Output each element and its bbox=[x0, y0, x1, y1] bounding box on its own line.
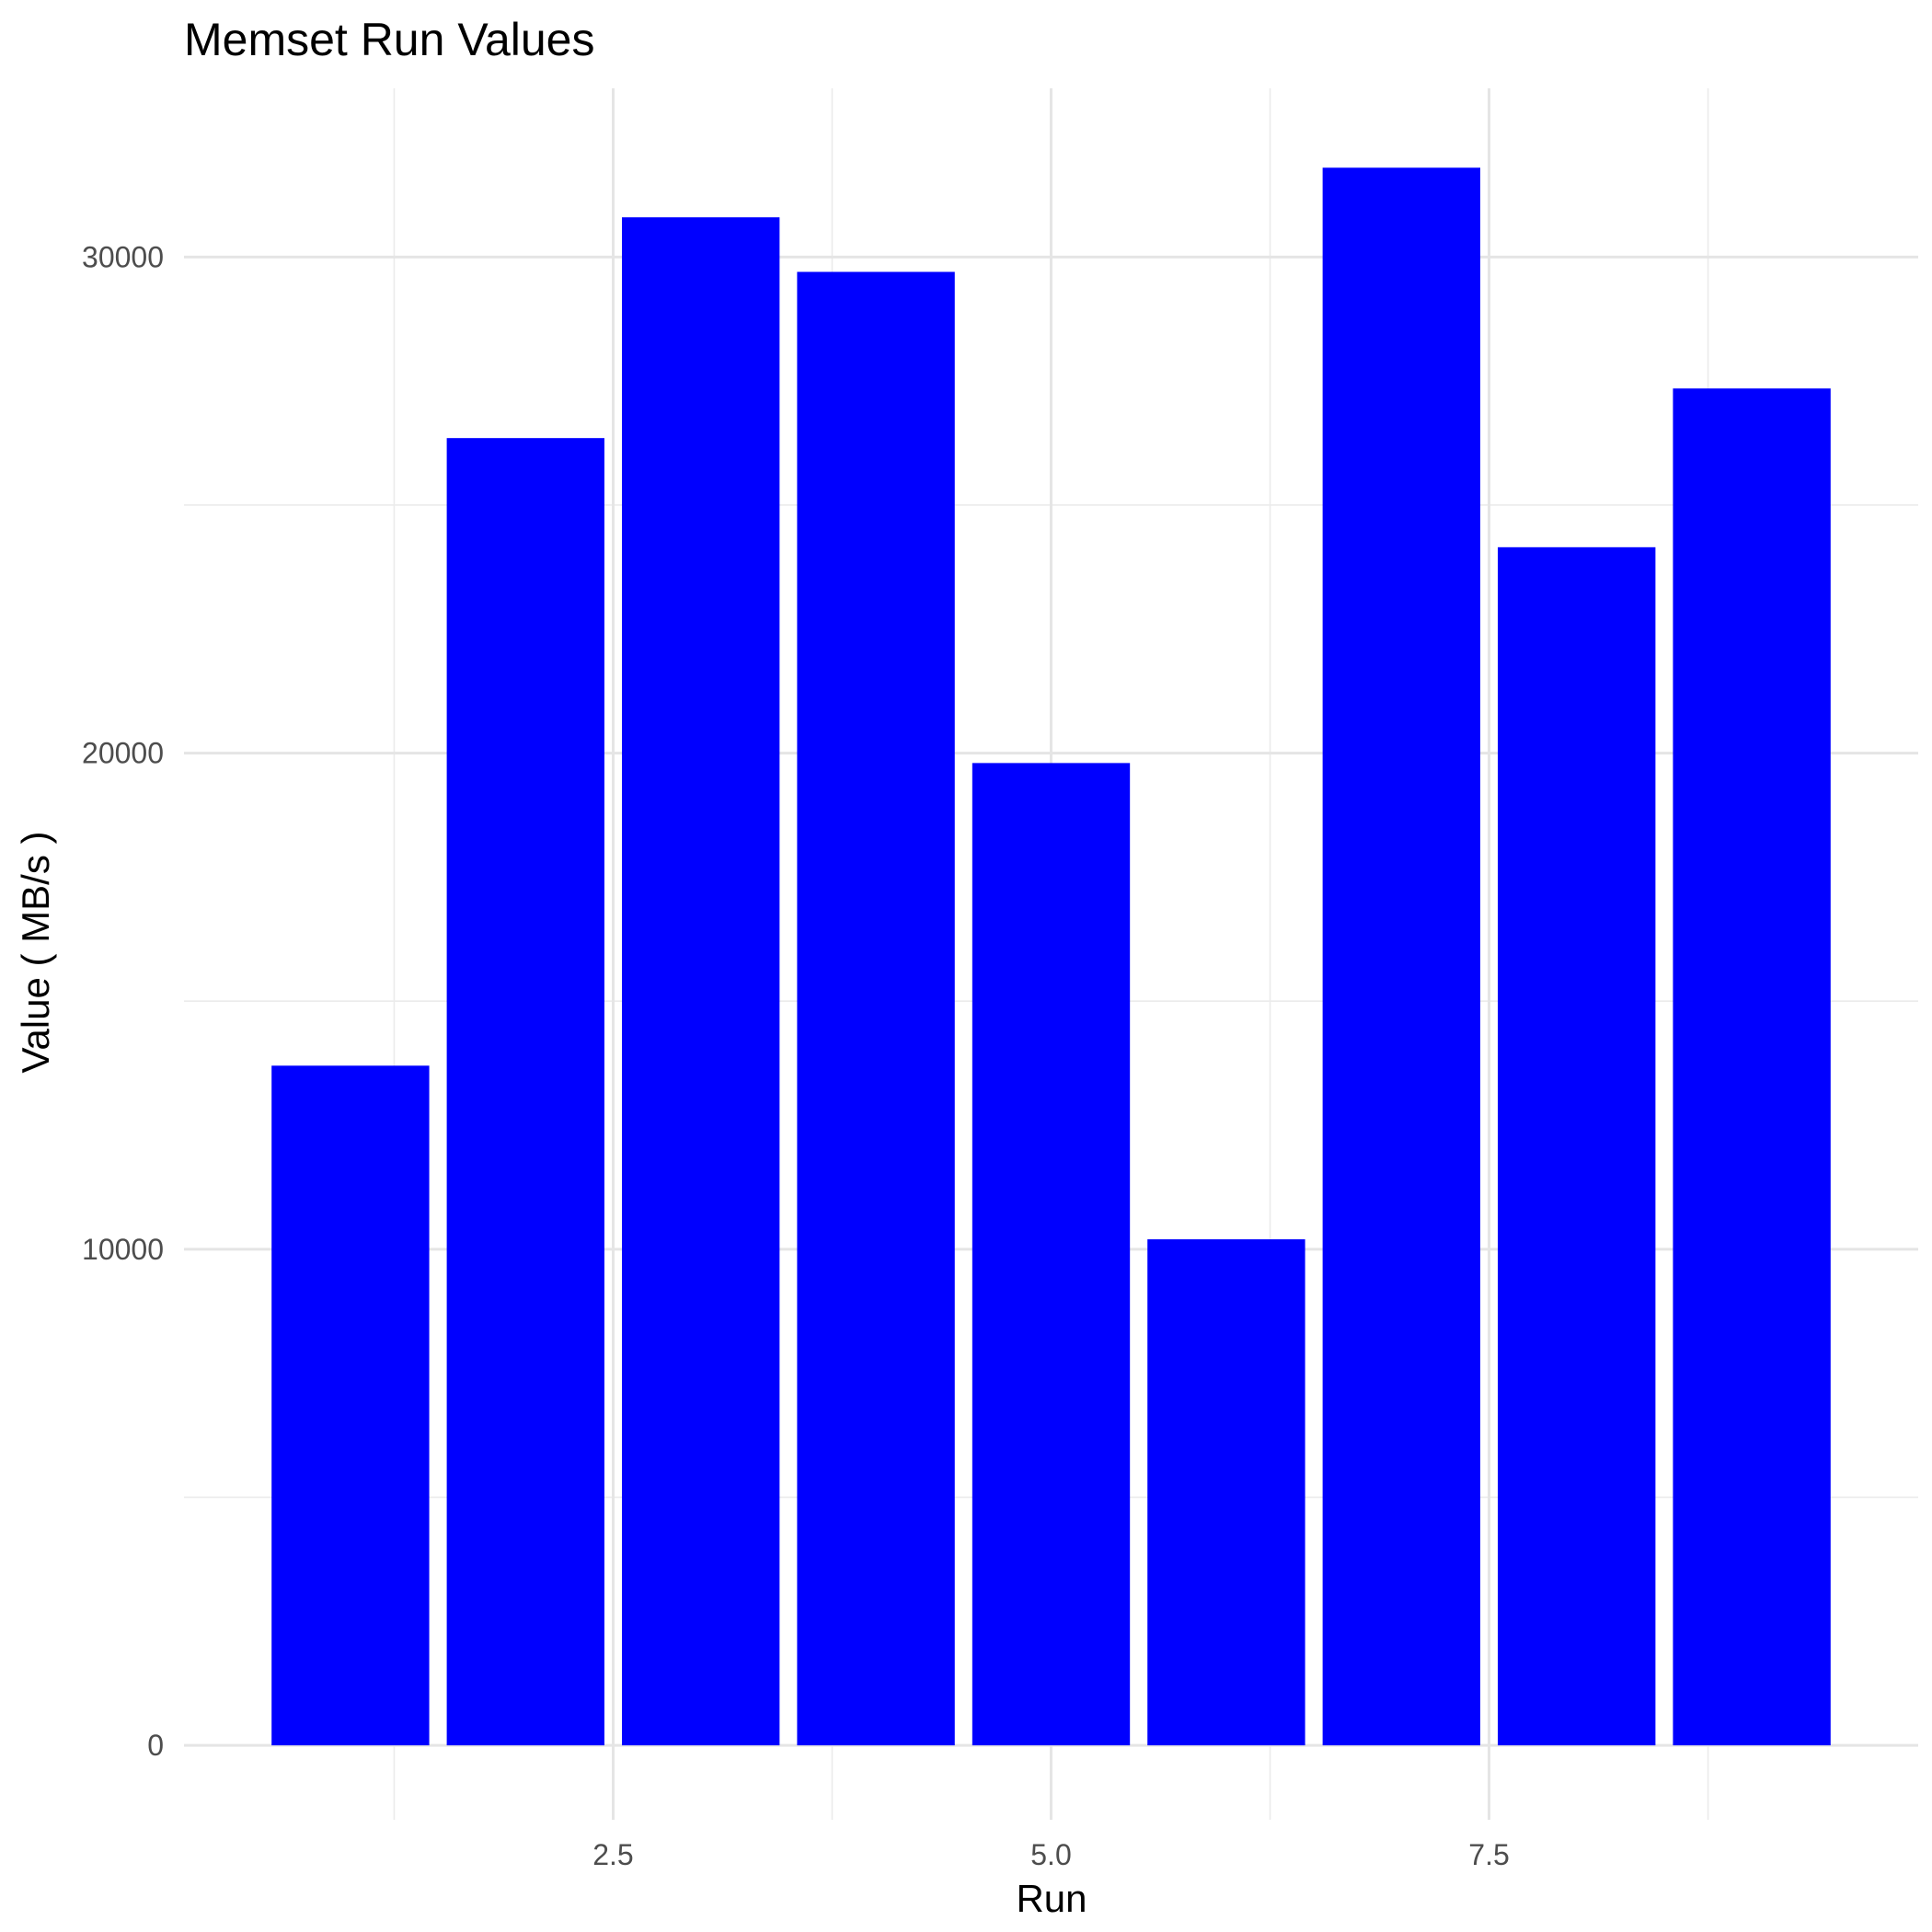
y-tick-label: 20000 bbox=[82, 737, 164, 770]
bar-run-3 bbox=[622, 217, 780, 1746]
y-axis-title: Value ( MB/s ) bbox=[14, 832, 57, 1074]
bar-run-5 bbox=[972, 763, 1131, 1746]
x-axis-tick-labels: 2.5 5.0 7.5 bbox=[592, 1838, 1510, 1871]
y-tick-label: 10000 bbox=[82, 1233, 164, 1266]
y-tick-label: 0 bbox=[147, 1729, 164, 1762]
bar-run-2 bbox=[446, 438, 604, 1746]
bar-run-6 bbox=[1147, 1239, 1305, 1746]
chart-title: Memset Run Values bbox=[184, 14, 594, 65]
y-tick-label: 30000 bbox=[82, 240, 164, 273]
y-axis-tick-labels: 0 10000 20000 30000 bbox=[82, 240, 164, 1762]
x-tick-label: 7.5 bbox=[1468, 1838, 1509, 1871]
bar-run-8 bbox=[1498, 546, 1656, 1746]
x-tick-label: 5.0 bbox=[1030, 1838, 1071, 1871]
bars bbox=[271, 167, 1831, 1746]
x-tick-label: 2.5 bbox=[592, 1838, 633, 1871]
x-axis-title: Run bbox=[1016, 1877, 1087, 1920]
bar-run-9 bbox=[1673, 388, 1831, 1746]
bar-run-7 bbox=[1322, 167, 1480, 1746]
bar-run-4 bbox=[797, 271, 955, 1746]
bar-run-1 bbox=[271, 1065, 430, 1746]
